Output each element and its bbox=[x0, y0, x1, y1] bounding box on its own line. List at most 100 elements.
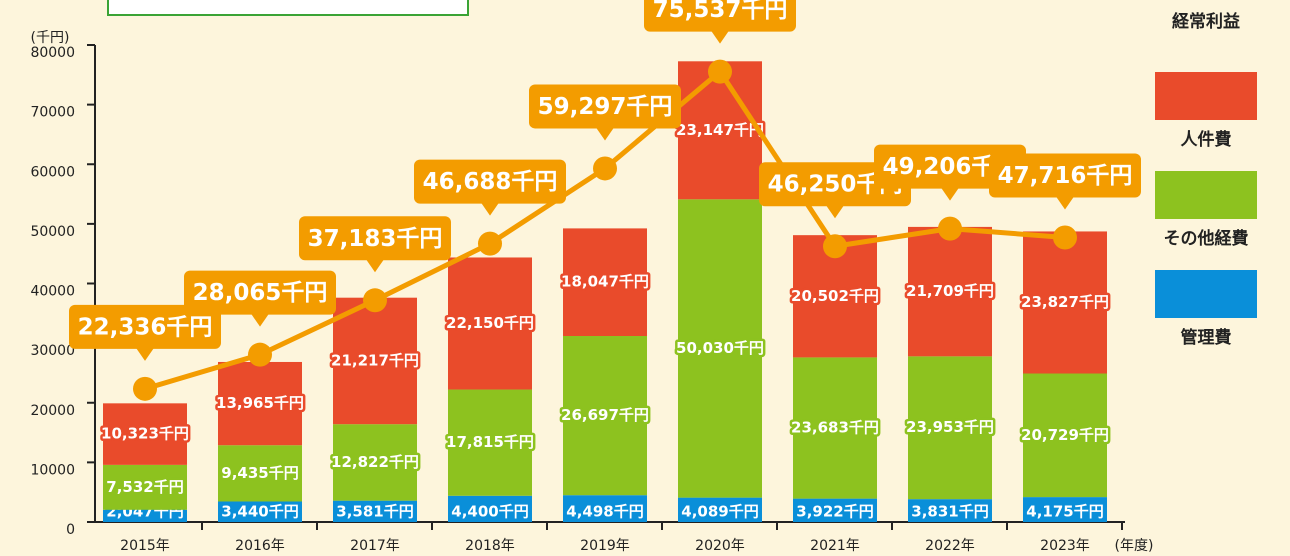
callout-box bbox=[184, 270, 336, 315]
line-point bbox=[708, 59, 732, 84]
bar-segment bbox=[333, 424, 417, 501]
x-axis-label: (年度) bbox=[1115, 538, 1154, 554]
y-tick-label: 20000 bbox=[30, 403, 75, 419]
bar-value-label: 23,827千円 bbox=[1021, 293, 1109, 311]
callout-pointer bbox=[251, 313, 269, 327]
bar-value-label: 10,323千円 bbox=[101, 425, 189, 443]
bar-segment bbox=[448, 389, 532, 496]
bar-value-label: 21,217千円 bbox=[331, 351, 419, 369]
bar-value-label: 23,683千円 bbox=[791, 419, 879, 437]
line-value-label: 59,297千円 bbox=[538, 94, 673, 120]
bar-value-label: 12,822千円 bbox=[331, 453, 419, 471]
bar-value-label: 4,089千円 bbox=[681, 503, 758, 521]
callout-pointer bbox=[711, 30, 729, 44]
bar-segment bbox=[218, 361, 302, 446]
bar-value-label: 20,502千円 bbox=[791, 287, 879, 305]
bar-segment bbox=[1023, 497, 1107, 522]
line-point bbox=[363, 288, 387, 313]
callout-pointer bbox=[366, 259, 384, 273]
legend-swatch bbox=[1155, 72, 1257, 120]
callout-pointer bbox=[1056, 196, 1074, 210]
callout-box bbox=[299, 216, 451, 261]
bar-segment bbox=[563, 495, 647, 522]
bar-segment bbox=[448, 495, 532, 522]
bar-segment bbox=[218, 445, 302, 502]
line-value-label: 75,537千円 bbox=[653, 0, 788, 23]
x-tick-label: 2021年 bbox=[810, 538, 860, 554]
bar-value-label: 4,498千円 bbox=[566, 503, 643, 521]
bar-value-label: 3,440千円 bbox=[221, 503, 298, 521]
line-point bbox=[938, 216, 962, 241]
bar-value-label: 23,953千円 bbox=[906, 418, 994, 436]
legend-swatch bbox=[1155, 270, 1257, 318]
callout-box bbox=[414, 159, 566, 204]
bar-segment bbox=[333, 297, 417, 425]
y-tick-label: 30000 bbox=[30, 343, 75, 359]
line-point bbox=[478, 231, 502, 256]
bar-segment bbox=[908, 226, 992, 357]
callout-pointer bbox=[136, 347, 154, 361]
legend-label: その他経費 bbox=[1164, 228, 1249, 249]
bar-value-label: 3,831千円 bbox=[911, 503, 988, 521]
bar-segment bbox=[678, 497, 762, 522]
callout-box bbox=[529, 84, 681, 129]
callout-box bbox=[644, 0, 796, 32]
bar-value-label: 4,400千円 bbox=[451, 503, 528, 521]
bar-value-label: 18,047千円 bbox=[561, 273, 649, 291]
bar-segment bbox=[218, 501, 302, 522]
note-box bbox=[107, 0, 469, 16]
bar-value-label: 9,435千円 bbox=[221, 464, 298, 482]
x-tick-label: 2015年 bbox=[120, 538, 170, 554]
line-point bbox=[1053, 225, 1077, 250]
bar-value-label: 20,729千円 bbox=[1021, 426, 1109, 444]
callout-pointer bbox=[481, 202, 499, 216]
line-point bbox=[248, 342, 272, 367]
y-tick-label: 70000 bbox=[30, 105, 75, 121]
y-tick-label: 60000 bbox=[30, 164, 75, 180]
bar-value-label: 50,030千円 bbox=[676, 339, 764, 357]
callout-box bbox=[989, 153, 1141, 198]
bar-segment bbox=[793, 498, 877, 522]
x-tick-label: 2023年 bbox=[1040, 538, 1090, 554]
legend-label: 管理費 bbox=[1181, 327, 1232, 348]
callout-box bbox=[874, 144, 1026, 189]
bar-value-label: 3,922千円 bbox=[796, 503, 873, 521]
x-tick-label: 2019年 bbox=[580, 538, 630, 554]
line-value-label: 22,336千円 bbox=[78, 314, 213, 340]
line-value-label: 37,183千円 bbox=[308, 226, 443, 252]
y-axis-label: (千円) bbox=[31, 30, 70, 46]
bar-segment bbox=[563, 335, 647, 496]
bar-segment bbox=[678, 199, 762, 498]
y-tick-label: 40000 bbox=[30, 284, 75, 300]
callout-pointer bbox=[941, 187, 959, 201]
bar-value-label: 17,815千円 bbox=[446, 433, 534, 451]
bar-value-label: 3,581千円 bbox=[336, 503, 413, 521]
bar-value-label: 13,965千円 bbox=[216, 394, 304, 412]
y-tick-label: 80000 bbox=[30, 45, 75, 61]
legend-swatch bbox=[1155, 171, 1257, 219]
bar-segment bbox=[333, 500, 417, 522]
line-value-label: 28,065千円 bbox=[193, 280, 328, 306]
legend-label: 経常利益 bbox=[1172, 11, 1240, 32]
callout-pointer bbox=[596, 127, 614, 141]
line-point bbox=[133, 376, 157, 401]
bar-value-label: 7,532千円 bbox=[106, 478, 183, 496]
bar-segment bbox=[908, 356, 992, 500]
legend-label: 人件費 bbox=[1181, 129, 1232, 150]
bar-segment bbox=[563, 228, 647, 336]
y-tick-label: 0 bbox=[66, 522, 75, 538]
bar-segment bbox=[793, 357, 877, 499]
bar-value-label: 23,147千円 bbox=[676, 121, 764, 139]
bar-value-label: 21,709千円 bbox=[906, 282, 994, 300]
line-value-label: 47,716千円 bbox=[998, 163, 1133, 189]
bar-segment bbox=[448, 257, 532, 390]
y-tick-label: 50000 bbox=[30, 224, 75, 240]
bar-segment bbox=[678, 61, 762, 200]
bar-segment bbox=[1023, 231, 1107, 374]
bar-segment bbox=[103, 403, 187, 465]
line-point bbox=[823, 234, 847, 259]
callout-pointer bbox=[826, 205, 844, 219]
bar-value-label: 26,697千円 bbox=[561, 406, 649, 424]
bar-value-label: 4,175千円 bbox=[1026, 503, 1103, 521]
